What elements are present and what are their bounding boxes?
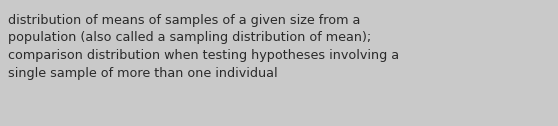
- Text: distribution of means of samples of a given size from a
population (also called : distribution of means of samples of a gi…: [8, 14, 399, 80]
